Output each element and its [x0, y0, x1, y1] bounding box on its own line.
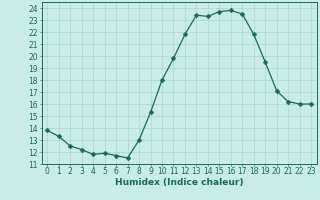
X-axis label: Humidex (Indice chaleur): Humidex (Indice chaleur) — [115, 178, 244, 187]
